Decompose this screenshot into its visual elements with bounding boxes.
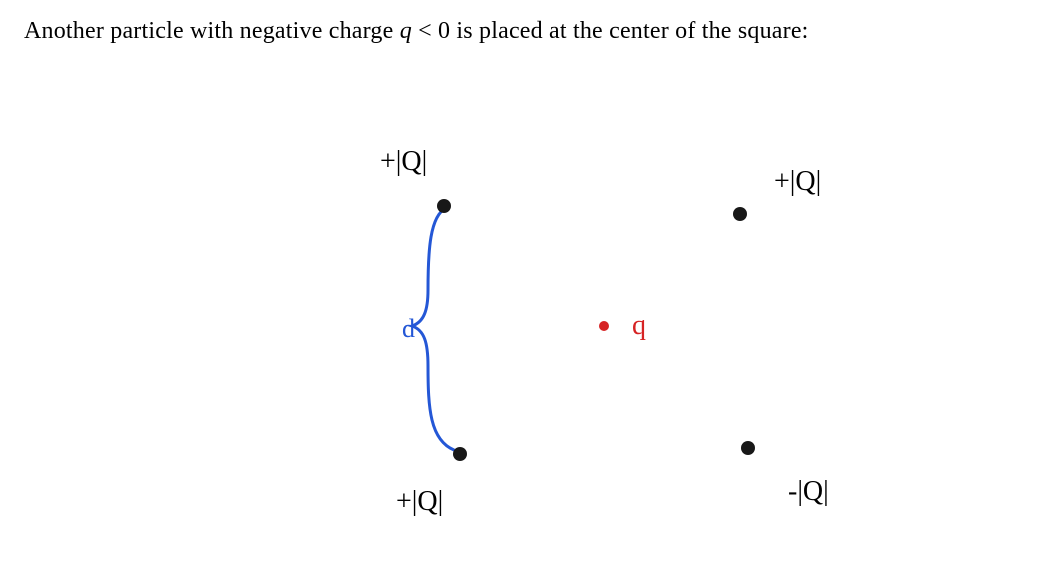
center-dot [599, 321, 609, 331]
label-bottom-right: -|Q| [788, 476, 829, 508]
brace-path [412, 208, 454, 450]
corner-dot-bottom-left [453, 447, 467, 461]
label-center-q: q [632, 310, 646, 342]
label-d: d [402, 314, 415, 344]
side-length-brace [0, 0, 1050, 586]
label-top-right: +|Q| [774, 166, 821, 198]
corner-dot-bottom-right [741, 441, 755, 455]
label-bottom-left: +|Q| [396, 486, 443, 518]
corner-dot-top-left [437, 199, 451, 213]
figure-stage: Another particle with negative charge q … [0, 0, 1050, 586]
label-top-left: +|Q| [380, 146, 427, 178]
corner-dot-top-right [733, 207, 747, 221]
